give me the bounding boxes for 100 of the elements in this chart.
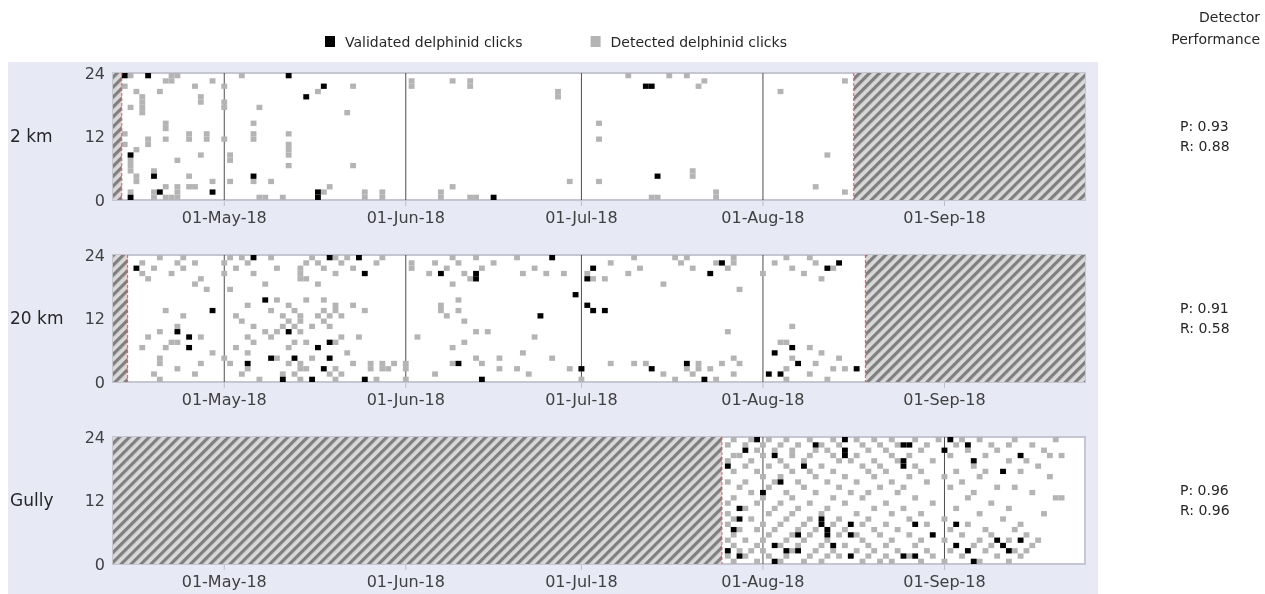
point [953,521,960,527]
text: R: 0.88 [1180,138,1230,155]
y-tick-label: 24 [84,63,105,83]
point [801,463,807,469]
point [244,360,251,367]
point [824,526,831,533]
point [970,458,977,464]
point [121,73,128,79]
point [707,270,714,277]
x-tick-label: 01-May-18 [181,390,267,409]
x-tick-label: 01-Sep-18 [903,572,986,591]
point [156,189,163,195]
point [601,307,608,314]
point [437,270,444,277]
point [994,537,1001,543]
point [1000,468,1006,475]
point [964,548,971,554]
point [847,532,854,538]
point [742,447,749,453]
point [356,255,362,261]
x-tick-label: 01-Aug-18 [721,208,805,227]
point [1005,548,1012,554]
point [853,366,860,372]
point [964,442,971,448]
point [754,437,761,443]
y-tick-label: 24 [84,245,105,265]
text: R: 0.58 [1180,320,1230,337]
x-tick-label: 01-Sep-18 [903,390,986,409]
point [830,542,837,549]
point [572,292,579,298]
point [795,532,802,538]
point [549,255,556,261]
point [186,344,193,351]
point [320,366,327,372]
text: P: 0.91 [1180,300,1229,317]
point [326,255,333,261]
point [906,442,913,448]
point [795,360,802,367]
point [320,83,327,89]
x-tick-label: 01-May-18 [181,572,267,591]
point [315,344,321,351]
point [912,553,919,559]
point [1017,537,1024,543]
point [777,371,784,377]
y-tick-label: 0 [94,554,105,574]
point [771,558,778,564]
point [279,376,286,382]
point [900,463,907,469]
point [912,521,919,527]
y-tick-label: 12 [84,491,105,511]
point [724,463,731,469]
point [326,339,333,345]
y-tick-label: 12 [84,127,105,147]
point [584,276,591,282]
point [309,376,316,382]
y-tick-label: 0 [94,372,105,392]
point [584,302,591,308]
point [648,83,655,89]
point [970,558,977,564]
text: P: 0.96 [1180,482,1229,499]
point [151,173,157,179]
y-tick-label: 12 [84,309,105,329]
point [842,452,848,459]
point [736,516,743,522]
y-tick-label: 0 [94,190,105,210]
point [174,329,181,335]
point [186,334,193,340]
point [537,313,544,319]
x-tick-label: 01-Aug-18 [721,572,805,591]
point [473,276,479,282]
point [847,521,854,527]
point [777,479,784,485]
point [1000,542,1006,549]
x-tick-label: 01-May-18 [181,208,267,227]
x-tick-label: 01-Aug-18 [721,390,805,409]
point [127,152,134,158]
point [315,189,321,195]
point [490,194,497,200]
point [285,329,292,335]
text: Detector Performance [1171,9,1261,47]
point [900,553,907,559]
x-tick-label: 01-Jun-18 [366,572,445,591]
point [765,371,772,377]
point [590,265,597,271]
text: R: 0.96 [1180,502,1230,519]
point [719,260,725,266]
point [818,516,825,522]
point [724,548,731,554]
point [648,366,655,372]
point [847,553,854,559]
point [900,442,907,448]
point [771,350,778,356]
point [701,376,708,382]
point [929,532,936,538]
legend-label: Validated delphinid clicks [345,33,523,50]
point [947,437,954,443]
x-tick-label: 01-Jul-18 [545,572,618,591]
point [771,542,778,549]
point [783,548,790,554]
point [145,73,152,79]
